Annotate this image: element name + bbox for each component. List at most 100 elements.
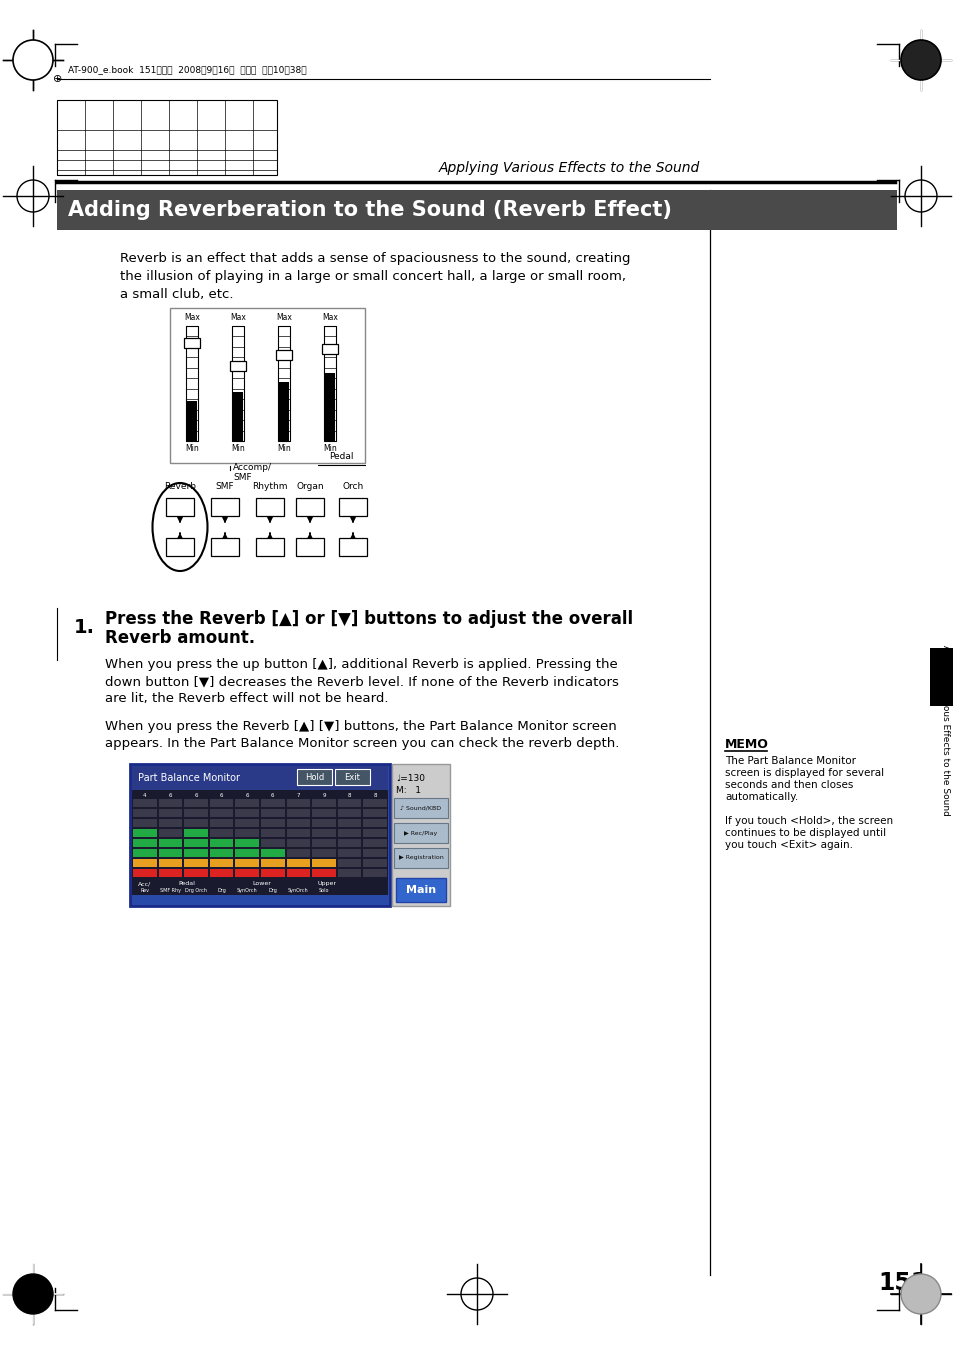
Bar xyxy=(210,869,233,877)
Text: screen is displayed for several: screen is displayed for several xyxy=(724,767,883,778)
Text: MEMO: MEMO xyxy=(724,738,768,751)
Text: Press the Reverb [▲] or [▼] buttons to adjust the overall: Press the Reverb [▲] or [▼] buttons to a… xyxy=(105,611,633,628)
Bar xyxy=(295,538,324,557)
Text: Max: Max xyxy=(230,313,246,322)
Bar xyxy=(210,848,233,857)
Bar xyxy=(184,819,208,827)
Text: Pedal: Pedal xyxy=(329,453,354,461)
Bar xyxy=(286,830,310,838)
Bar xyxy=(186,326,198,440)
Text: Acc/: Acc/ xyxy=(138,881,152,886)
Circle shape xyxy=(13,41,53,80)
Bar xyxy=(235,869,258,877)
Bar xyxy=(337,830,361,838)
Text: Applying Various Effects to the Sound: Applying Various Effects to the Sound xyxy=(438,161,700,176)
Text: SMF: SMF xyxy=(215,482,234,490)
Bar xyxy=(338,538,367,557)
Bar xyxy=(211,538,239,557)
Bar xyxy=(295,499,324,516)
Text: automatically.: automatically. xyxy=(724,792,798,802)
Text: Orch: Orch xyxy=(342,482,363,490)
Text: 9: 9 xyxy=(322,793,325,798)
Bar xyxy=(235,819,258,827)
Bar xyxy=(286,819,310,827)
Text: SMF: SMF xyxy=(233,473,252,482)
Bar xyxy=(363,839,387,847)
Text: SynOrch: SynOrch xyxy=(288,888,309,893)
Bar xyxy=(395,878,446,902)
Text: Hold: Hold xyxy=(305,773,324,781)
Text: Drg: Drg xyxy=(217,888,226,893)
Bar xyxy=(337,809,361,817)
Bar xyxy=(394,798,448,817)
Text: Reverb is an effect that adds a sense of spaciousness to the sound, creating: Reverb is an effect that adds a sense of… xyxy=(120,253,630,265)
Bar xyxy=(132,859,156,867)
Bar xyxy=(277,326,290,440)
Text: ▶ Registration: ▶ Registration xyxy=(398,855,443,861)
Bar xyxy=(170,308,365,463)
Text: M:   1: M: 1 xyxy=(395,786,420,794)
Bar xyxy=(235,798,258,807)
Text: ⊕: ⊕ xyxy=(53,74,63,84)
Bar xyxy=(57,190,896,230)
Bar xyxy=(132,848,156,857)
Bar xyxy=(363,869,387,877)
Bar xyxy=(184,848,208,857)
Bar xyxy=(312,839,335,847)
Bar xyxy=(363,830,387,838)
Text: 6: 6 xyxy=(271,793,274,798)
Bar xyxy=(132,809,156,817)
Circle shape xyxy=(900,1274,940,1315)
Bar xyxy=(324,326,335,440)
Bar xyxy=(158,869,182,877)
Bar xyxy=(261,848,284,857)
Bar xyxy=(132,839,156,847)
Bar xyxy=(158,848,182,857)
Text: SMF Rhy: SMF Rhy xyxy=(160,888,181,893)
Bar xyxy=(312,798,335,807)
Bar xyxy=(232,326,244,440)
Bar xyxy=(132,819,156,827)
Text: Max: Max xyxy=(275,313,292,322)
Bar xyxy=(132,869,156,877)
Bar xyxy=(261,809,284,817)
Text: Rhythm: Rhythm xyxy=(252,482,288,490)
Text: ♪ Sound/KBD: ♪ Sound/KBD xyxy=(400,805,441,811)
Bar xyxy=(312,859,335,867)
Bar xyxy=(210,798,233,807)
Bar xyxy=(235,809,258,817)
Text: 1.: 1. xyxy=(74,617,95,638)
Bar xyxy=(337,859,361,867)
Text: Min: Min xyxy=(323,444,336,453)
Bar xyxy=(184,859,208,867)
Bar xyxy=(210,839,233,847)
Text: are lit, the Reverb effect will not be heard.: are lit, the Reverb effect will not be h… xyxy=(105,692,388,705)
Text: Part Balance Monitor: Part Balance Monitor xyxy=(138,773,240,784)
Bar xyxy=(337,869,361,877)
Text: Exit: Exit xyxy=(344,773,360,781)
Bar xyxy=(132,766,388,790)
Text: 8: 8 xyxy=(348,793,351,798)
Text: If you touch <Hold>, the screen: If you touch <Hold>, the screen xyxy=(724,816,892,825)
Bar xyxy=(335,769,370,785)
Bar xyxy=(312,848,335,857)
Text: Accomp/: Accomp/ xyxy=(233,463,272,473)
Circle shape xyxy=(13,1274,53,1315)
Text: Adding Reverberation to the Sound (Reverb Effect): Adding Reverberation to the Sound (Rever… xyxy=(68,200,671,220)
Bar xyxy=(261,830,284,838)
Bar xyxy=(235,839,258,847)
Text: ♩=130: ♩=130 xyxy=(395,774,424,784)
Bar xyxy=(261,859,284,867)
Bar xyxy=(261,839,284,847)
Bar xyxy=(337,839,361,847)
Bar xyxy=(166,538,193,557)
Bar xyxy=(184,869,208,877)
Bar xyxy=(312,869,335,877)
Bar xyxy=(57,100,276,176)
Bar xyxy=(235,830,258,838)
Bar xyxy=(184,338,200,349)
Text: Rev: Rev xyxy=(140,888,149,893)
Bar xyxy=(132,790,388,880)
Bar xyxy=(255,499,284,516)
Bar xyxy=(211,499,239,516)
